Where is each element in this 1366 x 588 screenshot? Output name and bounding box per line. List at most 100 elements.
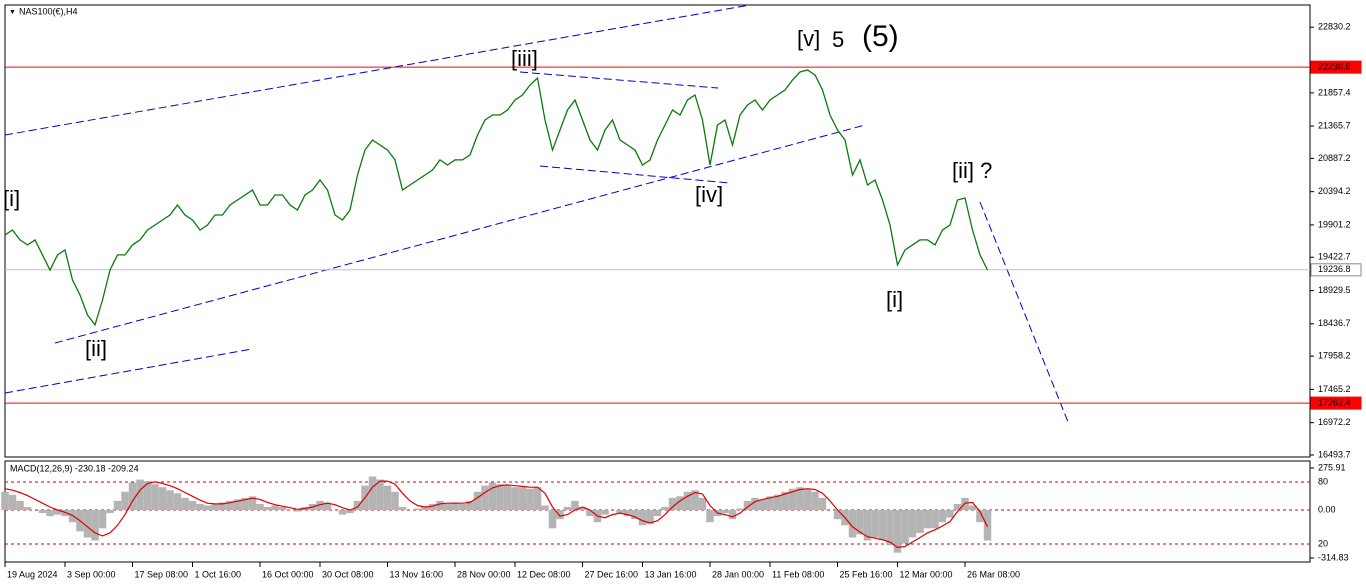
macd-bar bbox=[556, 510, 564, 520]
macd-bar bbox=[428, 503, 437, 511]
y-tick-label: 21857.4 bbox=[1318, 87, 1351, 97]
macd-bar bbox=[946, 510, 954, 518]
x-tick-label: 25 Feb 16:00 bbox=[840, 569, 893, 579]
macd-bar bbox=[376, 479, 384, 511]
x-tick-label: 17 Sep 08:00 bbox=[135, 569, 189, 579]
menu-icon[interactable]: ▼ bbox=[9, 9, 16, 16]
price-level-box bbox=[1310, 263, 1362, 277]
y-tick-label: 17958.2 bbox=[1318, 350, 1351, 360]
x-tick-label: 26 Mar 08:00 bbox=[967, 569, 1020, 579]
y-tick-label: 21365.7 bbox=[1318, 120, 1351, 130]
y-tick-label: 20 bbox=[1318, 538, 1328, 548]
macd-bar bbox=[1, 491, 9, 511]
price-line bbox=[4, 69, 989, 327]
macd-bar bbox=[676, 496, 684, 511]
macd-bar bbox=[661, 506, 669, 511]
x-tick-label: 11 Feb 08:00 bbox=[772, 569, 824, 579]
y-tick-label: 18436.7 bbox=[1318, 318, 1351, 328]
wave-label: [ii] bbox=[85, 336, 107, 361]
macd-bar bbox=[241, 497, 249, 511]
x-tick-label: 27 Dec 16:00 bbox=[585, 569, 639, 579]
macd-bar bbox=[563, 506, 572, 511]
macd-bar bbox=[211, 503, 219, 511]
macd-bar bbox=[496, 484, 504, 511]
x-tick-label: 12 Dec 08:00 bbox=[517, 569, 571, 579]
x-tick-label: 3 Sep 00:00 bbox=[67, 569, 116, 579]
x-tick-label: 16 Oct 00:00 bbox=[262, 569, 314, 579]
trend-line bbox=[979, 201, 1069, 423]
macd-bar bbox=[788, 488, 797, 511]
macd-bar bbox=[796, 487, 804, 511]
wave-label: [i] bbox=[3, 186, 20, 211]
macd-bar bbox=[316, 500, 324, 511]
macd-bar bbox=[623, 510, 632, 517]
macd-bar bbox=[901, 510, 909, 544]
macd-bar bbox=[758, 499, 767, 511]
wave-label: [v] bbox=[797, 26, 820, 51]
macd-bar bbox=[721, 510, 729, 514]
macd-bar bbox=[818, 497, 827, 511]
price-level-label: 17262.4 bbox=[1318, 397, 1351, 407]
chart-title: NAS100(€),H4 bbox=[19, 6, 78, 16]
macd-bar bbox=[968, 505, 977, 511]
macd-bar bbox=[113, 500, 122, 511]
x-tick-label: 1 Oct 16:00 bbox=[195, 569, 242, 579]
y-tick-label: 80 bbox=[1318, 476, 1328, 486]
macd-bar bbox=[548, 510, 557, 529]
x-tick-label: 13 Nov 16:00 bbox=[390, 569, 444, 579]
macd-bar bbox=[698, 497, 707, 511]
signal-line bbox=[4, 480, 989, 549]
macd-bar bbox=[436, 500, 444, 511]
macd-bar bbox=[811, 491, 819, 511]
macd-bar bbox=[488, 482, 497, 511]
macd-bar bbox=[196, 503, 204, 511]
y-tick-label: 20394.2 bbox=[1318, 186, 1351, 196]
macd-title: MACD(12,26,9) -230.18 -209.24 bbox=[10, 463, 139, 473]
macd-bar bbox=[83, 510, 92, 538]
macd-bar bbox=[473, 491, 482, 511]
y-tick-label: 22830.2 bbox=[1318, 22, 1351, 32]
macd-bar bbox=[398, 506, 407, 511]
macd-bar bbox=[503, 485, 512, 511]
macd-bar bbox=[908, 510, 917, 538]
wave-label: [ii] ? bbox=[952, 158, 992, 183]
wave-label: [i] bbox=[886, 287, 903, 312]
trend-line bbox=[519, 71, 719, 89]
y-tick-label: -314.83 bbox=[1318, 552, 1349, 562]
macd-bar bbox=[481, 485, 489, 511]
macd-bar bbox=[263, 506, 272, 511]
macd-bar bbox=[278, 506, 287, 511]
macd-bar bbox=[23, 506, 32, 511]
price-level-box bbox=[1310, 60, 1362, 74]
macd-bar bbox=[323, 502, 332, 511]
macd-bar bbox=[466, 500, 474, 511]
macd-bar bbox=[856, 510, 864, 535]
macd-bar bbox=[136, 479, 144, 511]
macd-bar bbox=[8, 494, 17, 511]
macd-bar bbox=[458, 503, 467, 511]
macd-bar bbox=[383, 485, 392, 511]
y-tick-label: 17465.2 bbox=[1318, 384, 1351, 394]
macd-bar bbox=[916, 510, 924, 533]
y-tick-label: 19422.7 bbox=[1318, 252, 1351, 262]
x-tick-label: 28 Nov 00:00 bbox=[457, 569, 511, 579]
macd-bar bbox=[38, 510, 47, 514]
macd-bar bbox=[106, 510, 114, 514]
macd-bar bbox=[781, 491, 789, 511]
macd-bar bbox=[541, 505, 549, 511]
macd-bar bbox=[848, 510, 857, 538]
macd-bar bbox=[691, 490, 699, 511]
macd-bar bbox=[743, 500, 752, 511]
trend-line bbox=[4, 348, 253, 394]
price-level-label: 22238.8 bbox=[1318, 62, 1351, 72]
macd-bar bbox=[736, 508, 744, 511]
macd-bar bbox=[128, 482, 137, 511]
macd-bar bbox=[983, 510, 992, 541]
macd-bar bbox=[203, 505, 212, 511]
macd-bar bbox=[173, 493, 182, 511]
price-level-box bbox=[1310, 396, 1362, 410]
x-tick-label: 13 Jan 16:00 bbox=[645, 569, 697, 579]
macd-bar bbox=[53, 510, 62, 515]
